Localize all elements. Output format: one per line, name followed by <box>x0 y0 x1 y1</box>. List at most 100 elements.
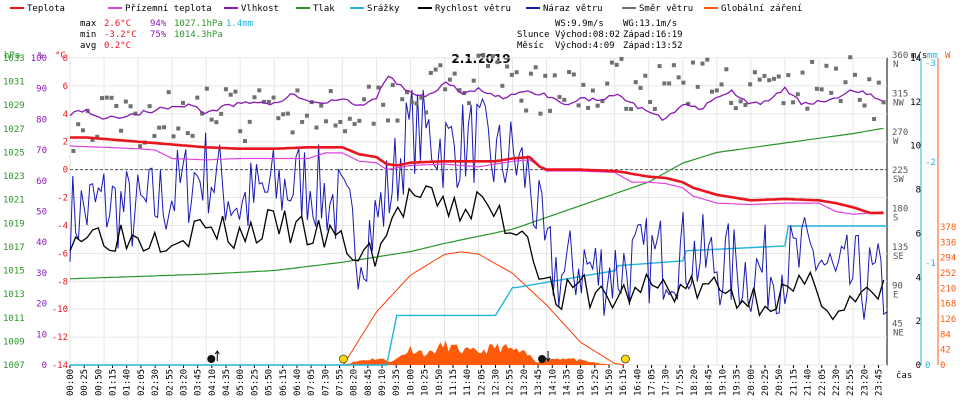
wind-direction-point <box>347 116 352 121</box>
wind-direction-point <box>214 120 219 125</box>
pct-axis-label: % <box>38 51 44 61</box>
wind-direction-point <box>881 100 886 105</box>
wind-direction-point <box>819 87 824 92</box>
w-tick-label: 42 <box>940 346 951 356</box>
temp-tick-label: 6 <box>63 82 68 92</box>
wind-direction-point <box>247 119 252 124</box>
time-tick-label: 10:50 <box>435 369 445 396</box>
legend-rychlost-vetru: Rychlost větru <box>435 4 511 14</box>
wind-direction-point <box>500 83 505 88</box>
chart-title: 2.1.2019 <box>451 52 510 66</box>
hpa-tick-label: 1013 <box>3 290 25 300</box>
wind-direction-point <box>409 100 414 105</box>
time-tick-label: 07:55 <box>335 369 345 396</box>
ms-tick-label: 10 <box>910 142 921 152</box>
wind-direction-point <box>624 106 629 111</box>
moonrise-moon-icon <box>207 355 216 363</box>
wind-direction-point <box>643 73 648 78</box>
time-tick-label: 12:55 <box>506 369 516 396</box>
wind-direction-point <box>447 77 452 82</box>
series-ground-temperature <box>69 145 884 215</box>
wind-direction-point <box>114 103 119 108</box>
time-tick-label: 10:25 <box>421 369 431 396</box>
wind-ws: WS:9.9m/s <box>555 19 604 29</box>
wind-direction-point <box>300 119 305 124</box>
wind-direction-point <box>314 125 319 130</box>
time-tick-label: 19:35 <box>733 369 743 396</box>
time-tick-label: 14:35 <box>562 369 572 396</box>
time-tick-label: 18:45 <box>704 369 714 396</box>
wind-direction-point <box>362 97 367 102</box>
wind-direction-point <box>700 61 705 66</box>
time-tick-label: 21:15 <box>789 369 799 396</box>
wind-direction-point <box>390 83 395 88</box>
legend-globalni-zareni: Globální záření <box>721 4 802 14</box>
wind-direction-point <box>509 72 514 77</box>
wind-direction-point <box>495 60 500 65</box>
wind-direction-point <box>157 125 162 130</box>
time-tick-label: 12:05 <box>477 369 487 396</box>
mm-tick-label: 0 <box>925 361 930 371</box>
mm-axis-label: mm <box>927 51 938 61</box>
wind-direction-point <box>805 106 810 111</box>
temp-tick-label: 0 <box>63 166 68 176</box>
wind-direction-point <box>95 134 100 139</box>
wind-direction-point <box>452 71 457 76</box>
wind-direction-point <box>252 95 257 100</box>
wind-direction-point <box>147 104 152 109</box>
wind-direction-point <box>119 128 124 133</box>
left-axes: 1007100910111013101510171019102110231025… <box>3 54 68 371</box>
time-tick-label: 11:15 <box>449 369 459 396</box>
wind-direction-point <box>695 84 700 89</box>
wind-direction-point <box>328 89 333 94</box>
legend-prizemni-teplota: Přízemní teplota <box>125 4 212 14</box>
hpa-tick-label: 1023 <box>3 172 25 182</box>
time-tick-label: 15:25 <box>591 369 601 396</box>
hpa-tick-label: 1011 <box>3 314 25 324</box>
temp-tick-label: 2 <box>63 138 68 148</box>
wind-direction-point <box>266 99 271 104</box>
wind-direction-point <box>138 144 143 149</box>
pct-tick-label: 20 <box>36 300 47 310</box>
time-tick-label: 22:05 <box>818 369 828 396</box>
hpa-axis-label: hPa <box>4 51 20 61</box>
wind-direction-point <box>333 123 338 128</box>
wind-direction-point <box>304 113 309 118</box>
wind-direction-point <box>466 101 471 106</box>
wind-direction-point <box>676 75 681 80</box>
wind-direction-point <box>853 72 858 77</box>
wind-direction-point <box>633 80 638 85</box>
plot-grid <box>69 57 887 366</box>
wind-direction-point <box>567 70 572 75</box>
wind-direction-point <box>724 67 729 72</box>
wind-direction-point <box>190 133 195 138</box>
wind-direction-point <box>99 96 104 101</box>
wind-direction-point <box>752 70 757 75</box>
legend-tlak: Tlak <box>313 4 335 14</box>
wind-direction-point <box>276 116 281 121</box>
wind-direction-point <box>471 78 476 83</box>
moon-rise: Východ:4:09 <box>555 41 615 51</box>
time-tick-label: 02:30 <box>151 369 161 396</box>
wind-direction-point <box>257 88 262 93</box>
wind-direction-point <box>419 95 424 100</box>
time-tick-label: 05:25 <box>250 369 260 396</box>
mm-tick-label: -2 <box>925 158 936 168</box>
time-tick-label: 18:20 <box>690 369 700 396</box>
wind-direction-point <box>776 74 781 79</box>
wind-direction-point <box>514 70 519 75</box>
temp-tick-label: -2 <box>57 194 68 204</box>
time-tick-label: 07:05 <box>307 369 317 396</box>
time-tick-label: 09:35 <box>392 369 402 396</box>
wind-direction-point <box>829 90 834 95</box>
wind-direction-point <box>576 103 581 108</box>
wind-direction-point <box>104 95 109 100</box>
wind-direction-point <box>414 101 419 106</box>
time-tick-label: 17:05 <box>648 369 658 396</box>
legend-teplota: Teplota <box>27 4 65 14</box>
wind-direction-point <box>128 104 133 109</box>
time-tick-label: 08:20 <box>350 369 360 396</box>
time-tick-label: 04:35 <box>222 369 232 396</box>
wind-direction-point <box>614 62 619 67</box>
series-layer <box>69 52 887 366</box>
